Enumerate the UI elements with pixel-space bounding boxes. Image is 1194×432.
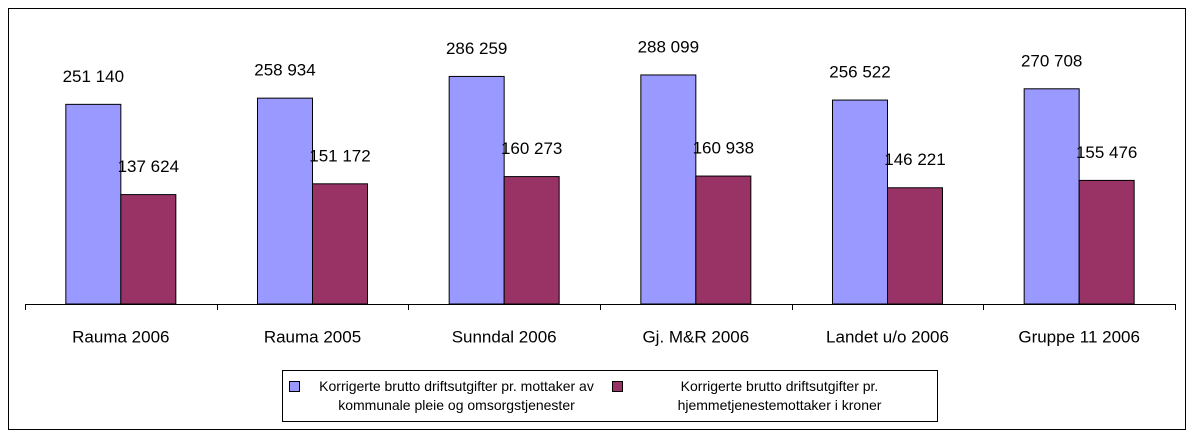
x-tick-label: Gj. M&R 2006 [642, 327, 749, 346]
legend-label: Korrigerte brutto driftsutgifter pr. hje… [677, 378, 882, 413]
legend-swatch [612, 381, 623, 392]
data-label: 258 934 [254, 61, 315, 80]
bar [120, 194, 177, 305]
x-tick-label: Sunndal 2006 [452, 327, 557, 346]
bar [832, 99, 888, 305]
legend-label: Korrigerte brutto driftsutgifter pr. mot… [319, 378, 594, 413]
data-label: 137 624 [118, 157, 179, 176]
bar [887, 187, 943, 305]
legend-item: Korrigerte brutto driftsutgifter pr. hje… [610, 377, 933, 415]
legend-item: Korrigerte brutto driftsutgifter pr. mot… [287, 377, 610, 415]
bar [1023, 88, 1080, 305]
data-label: 160 938 [693, 139, 754, 158]
x-tick-label: Rauma 2006 [72, 327, 169, 346]
bar [695, 175, 752, 305]
legend-swatch [289, 381, 300, 392]
bar [257, 97, 313, 305]
data-label: 288 099 [638, 37, 699, 56]
bar [65, 103, 122, 305]
data-label: 286 259 [446, 39, 507, 58]
data-label: 155 476 [1076, 143, 1137, 162]
data-label: 256 522 [829, 63, 890, 82]
data-label: 251 140 [63, 67, 124, 86]
data-label: 270 708 [1021, 51, 1082, 70]
bar [640, 74, 697, 305]
bar [448, 75, 505, 305]
bar [503, 176, 560, 305]
x-tick-label: Gruppe 11 2006 [1018, 327, 1140, 346]
bar [312, 183, 368, 305]
data-label: 160 273 [501, 139, 562, 158]
legend: Korrigerte brutto driftsutgifter pr. mot… [282, 370, 938, 422]
data-label: 151 172 [309, 146, 370, 165]
bar [1078, 179, 1135, 305]
x-tick-label: Landet u/o 2006 [826, 327, 949, 346]
chart-border [8, 8, 1186, 430]
x-tick-label: Rauma 2005 [264, 327, 361, 346]
data-label: 146 221 [884, 150, 945, 169]
